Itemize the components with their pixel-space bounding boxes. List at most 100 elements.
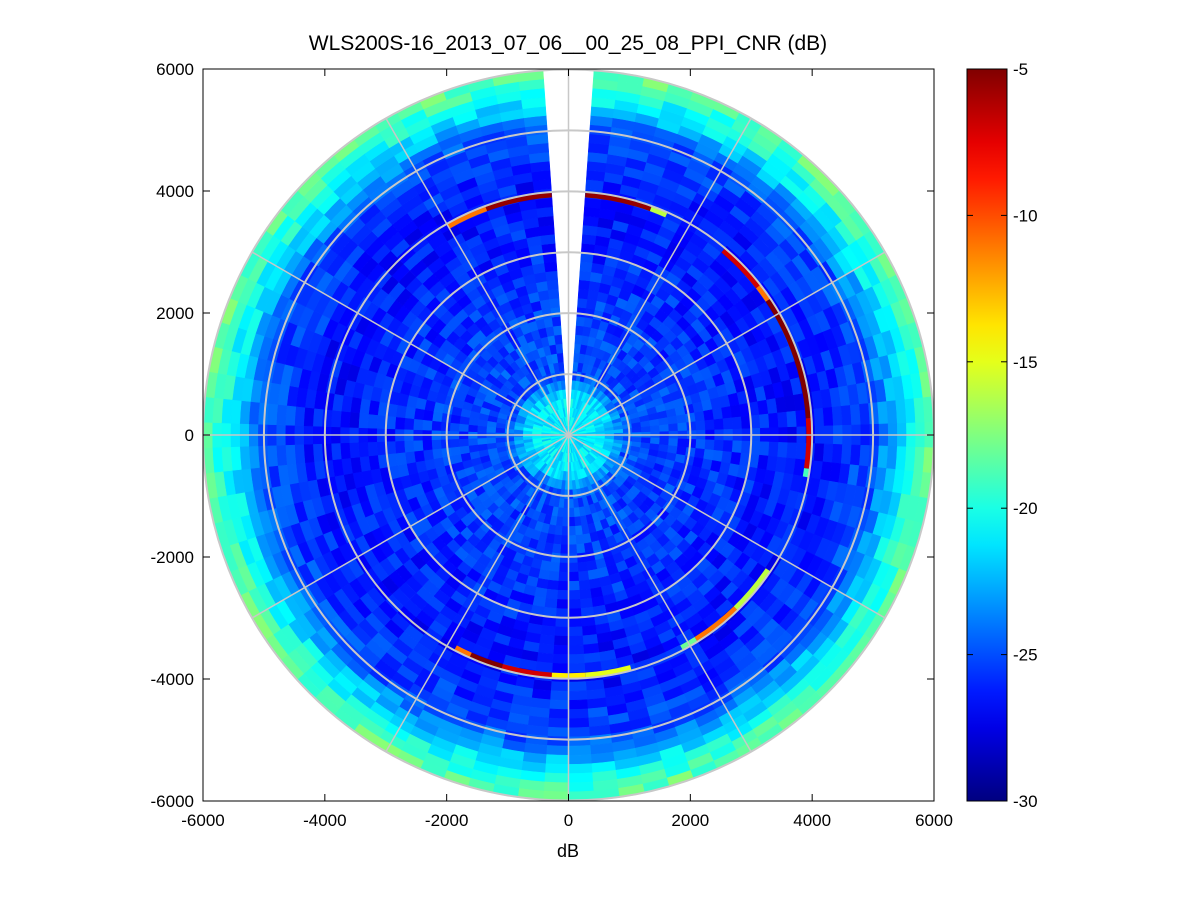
cnr-cell: [413, 418, 424, 431]
cnr-cell: [230, 446, 242, 471]
cnr-cell: [486, 437, 497, 444]
cnr-cell: [367, 413, 378, 429]
cnr-cell: [431, 420, 442, 431]
cnr-cell: [695, 420, 706, 431]
cnr-cell: [840, 405, 852, 426]
cnr-cell: [579, 597, 593, 609]
hard-target-segment: [721, 248, 761, 289]
cnr-cell: [578, 579, 591, 591]
cnr-cell: [568, 763, 593, 774]
cnr-cell: [859, 444, 871, 467]
cnr-cell: [248, 445, 260, 469]
cnr-cell: [568, 626, 583, 637]
cnr-cell: [330, 409, 342, 428]
cnr-cell: [686, 421, 697, 432]
cnr-cell: [330, 442, 342, 461]
cnr-cell: [545, 745, 569, 756]
cnr-cell: [568, 562, 579, 573]
cnr-cell: [712, 450, 724, 463]
cnr-cell: [543, 781, 569, 793]
radial-spoke: [251, 434, 569, 619]
cnr-cell: [721, 450, 733, 464]
cnr-cell: [212, 397, 224, 424]
hard-target-segment: [694, 606, 738, 642]
cnr-cell: [568, 726, 590, 738]
cnr-cell: [546, 735, 569, 747]
cnr-cell: [586, 560, 598, 572]
cnr-cell: [568, 498, 574, 509]
cnr-cell: [581, 233, 597, 246]
cnr-cell: [578, 279, 591, 291]
hard-target-segment: [733, 568, 771, 611]
cnr-cell: [582, 533, 592, 545]
cnr-cell: [582, 215, 600, 227]
cnr-cell: [554, 334, 563, 345]
cnr-cell: [413, 450, 425, 463]
cnr-cell: [731, 440, 743, 454]
cnr-cell: [303, 443, 315, 464]
cnr-cell: [339, 410, 351, 428]
cnr-cell: [622, 428, 633, 434]
cnr-cell: [230, 399, 242, 424]
cnr-cell: [568, 644, 585, 655]
hard-target-segment: [804, 418, 812, 469]
cnr-cell: [568, 735, 591, 747]
cnr-cell: [568, 526, 576, 536]
cnr-cell: [568, 690, 588, 701]
radial-spoke: [568, 434, 886, 619]
cnr-cell: [540, 233, 556, 246]
cnr-cell: [575, 316, 586, 327]
colorbar-tick-label: -25: [1013, 646, 1038, 665]
cnr-cell: [558, 361, 565, 372]
cnr-cell: [877, 445, 889, 469]
cnr-cell: [321, 443, 333, 462]
cnr-cell: [545, 270, 558, 282]
cnr-cell: [722, 440, 734, 453]
colorbar-tick-label: -5: [1013, 60, 1028, 79]
cnr-cell: [549, 561, 560, 573]
cnr-cell: [467, 424, 478, 433]
cnr-cell: [849, 404, 861, 426]
cnr-cell: [561, 526, 569, 536]
cnr-cell: [545, 325, 555, 337]
cnr-cell: [659, 437, 670, 446]
cnr-cell: [358, 412, 369, 429]
cnr-cell: [849, 444, 861, 466]
cnr-cell: [568, 553, 578, 564]
cnr-cell: [495, 436, 506, 443]
x-tick-label: -4000: [303, 811, 346, 830]
cnr-cell: [554, 617, 569, 628]
cnr-cell: [546, 579, 559, 591]
cnr-cell: [713, 418, 724, 431]
cnr-cell: [539, 298, 551, 310]
cnr-cell: [538, 224, 555, 236]
cnr-cell: [579, 270, 592, 282]
cnr-cell: [562, 507, 569, 518]
colorbar-tick-label: -10: [1013, 206, 1038, 225]
cnr-cell: [568, 708, 589, 719]
cnr-cell: [895, 446, 907, 471]
cnr-cell: [403, 440, 415, 453]
cnr-cell: [895, 399, 907, 424]
cnr-cell: [568, 781, 594, 793]
cnr-cell: [568, 699, 588, 710]
cnr-cell: [913, 397, 925, 424]
cnr-cell: [886, 400, 898, 425]
cnr-cell: [568, 599, 581, 610]
cnr-cell: [285, 444, 297, 465]
y-tick-label: 4000: [156, 182, 194, 201]
cnr-cell: [549, 699, 569, 710]
cnr-cell: [786, 442, 798, 460]
cnr-cell: [686, 438, 697, 449]
cnr-cell: [550, 552, 561, 564]
cnr-cell: [339, 442, 351, 460]
cnr-cell: [303, 406, 315, 427]
cnr-cell: [556, 599, 569, 610]
cnr-cell: [551, 662, 569, 674]
cnr-cell: [544, 597, 558, 609]
cnr-cell: [577, 297, 588, 309]
cnr-cell: [840, 444, 852, 465]
cnr-cell: [349, 411, 360, 428]
cnr-cell: [449, 422, 460, 432]
cnr-cell: [582, 634, 599, 646]
